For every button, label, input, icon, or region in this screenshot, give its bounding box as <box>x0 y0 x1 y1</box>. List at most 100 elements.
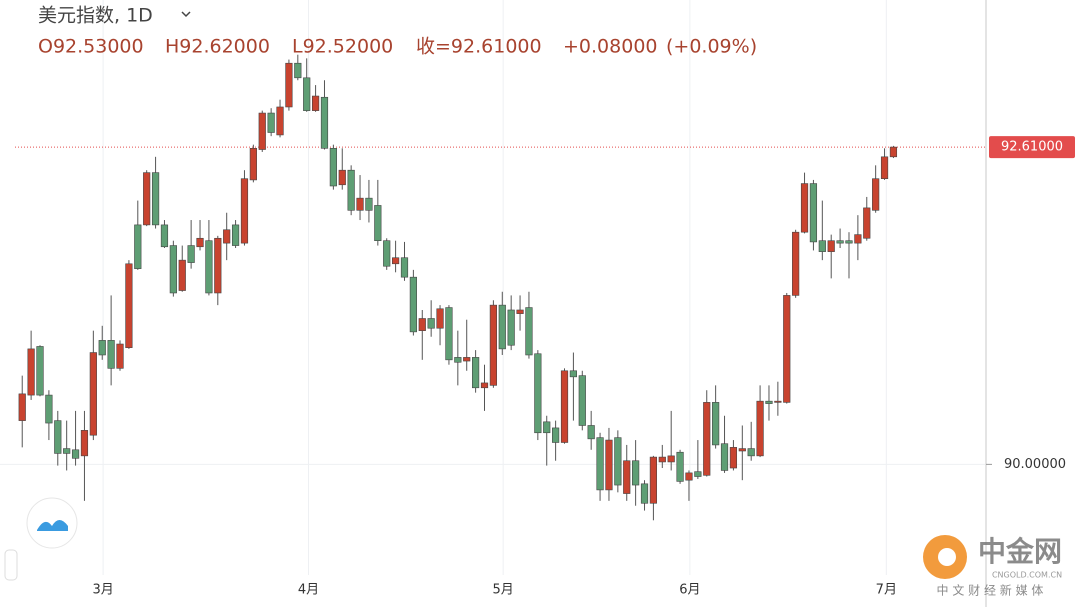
candle-body <box>845 240 853 244</box>
x-tick-label: 6月 <box>679 583 700 598</box>
candle-body <box>632 460 640 486</box>
candle-body <box>285 62 293 108</box>
candle-body <box>472 357 480 389</box>
candle-body <box>365 197 373 211</box>
candle-body <box>729 447 738 469</box>
change: +0.08000 <box>563 36 658 58</box>
candle-body <box>649 456 658 504</box>
candle-body <box>80 430 89 457</box>
candle-body <box>400 257 409 278</box>
watermark-tagline: 中 文 财 经 新 媒 体 <box>937 583 1044 598</box>
watermark: 中金网 CNGOLD.COM.CN 中 文 财 经 新 媒 体 <box>923 535 1062 598</box>
candle-body <box>783 295 791 403</box>
candle-body <box>338 169 346 186</box>
candle-body <box>36 346 44 396</box>
candle-body <box>409 276 417 333</box>
candle-body <box>160 224 169 248</box>
candle-body <box>623 460 631 494</box>
candle-body <box>569 370 577 378</box>
ohlc-high: H92.62000 <box>165 36 270 58</box>
candle-body <box>178 259 186 291</box>
candle-body <box>872 178 880 211</box>
candle-body <box>720 443 729 471</box>
candle-body <box>294 62 302 79</box>
candle-body <box>374 205 382 241</box>
candle-body <box>889 146 898 158</box>
candle-body <box>694 471 702 477</box>
candle-body <box>392 257 400 265</box>
candle-body <box>418 318 426 331</box>
candle-body <box>587 425 595 440</box>
candle-body <box>543 421 551 434</box>
candle-body <box>712 402 720 446</box>
candle-body <box>107 340 115 369</box>
candle-body <box>383 240 391 267</box>
x-tick-label: 5月 <box>493 583 514 598</box>
candle-body <box>169 245 177 294</box>
candle-body <box>427 318 435 329</box>
candle-body <box>836 240 844 244</box>
y-tick-label: 90.00000 <box>1004 457 1066 472</box>
candle-body <box>98 340 106 356</box>
x-tick-label: 3月 <box>92 583 113 598</box>
scroll-button[interactable] <box>4 549 18 581</box>
candle-body <box>463 357 471 362</box>
candle-body <box>249 148 257 181</box>
candle-body <box>525 307 533 356</box>
ohlc-low: L92.52000 <box>292 36 393 58</box>
watermark-logo <box>938 548 956 566</box>
candle-body <box>329 148 337 187</box>
candle-body <box>703 402 711 476</box>
candle-body <box>667 455 675 463</box>
candle-body <box>534 353 542 434</box>
candle-body <box>480 382 489 389</box>
ohlc-open: O92.53000 <box>38 36 144 58</box>
candle-body <box>445 307 453 361</box>
candle-body <box>863 207 871 239</box>
candle-body <box>125 263 133 348</box>
candle-body <box>231 224 240 246</box>
candle-body <box>854 234 862 244</box>
x-tick-label: 4月 <box>298 583 319 598</box>
candle-body <box>276 106 284 136</box>
candle-body <box>676 451 684 482</box>
candle-body <box>63 448 71 454</box>
candle-body <box>489 304 497 386</box>
candle-body <box>774 400 782 403</box>
last-price-tag <box>989 136 1075 159</box>
candle-body <box>605 439 613 491</box>
candle-body <box>151 172 160 226</box>
candle-body <box>267 112 275 133</box>
candle-body <box>134 224 142 269</box>
chart-title: 美元指数, 1D <box>38 5 153 27</box>
candle-body <box>347 169 355 211</box>
candle-body <box>143 172 151 226</box>
candle-body <box>18 393 26 421</box>
watermark-name: 中金网 <box>978 535 1062 568</box>
candle-body <box>792 231 800 296</box>
candle-body <box>516 309 524 314</box>
candle-body <box>880 156 889 179</box>
candle-body <box>747 448 755 457</box>
candle-body <box>658 456 666 463</box>
candle-body <box>738 448 746 452</box>
candle-body <box>436 308 444 329</box>
candle-body <box>54 420 62 454</box>
candle-body <box>214 237 222 294</box>
candle-body <box>765 400 773 404</box>
change-pct: (+0.09%) <box>666 36 757 58</box>
candle-body <box>685 472 693 481</box>
logo[interactable] <box>26 497 78 549</box>
candle-body <box>71 449 80 459</box>
x-tick-label: 7月 <box>876 583 897 598</box>
candle-body <box>303 77 311 111</box>
candle-body <box>552 427 560 443</box>
candle-body <box>800 183 809 233</box>
candle-body <box>578 375 586 426</box>
candle-body <box>827 240 835 252</box>
candle-body <box>240 178 249 244</box>
candle-body <box>507 309 515 346</box>
candle-body <box>89 352 97 436</box>
candle-body <box>311 95 320 111</box>
